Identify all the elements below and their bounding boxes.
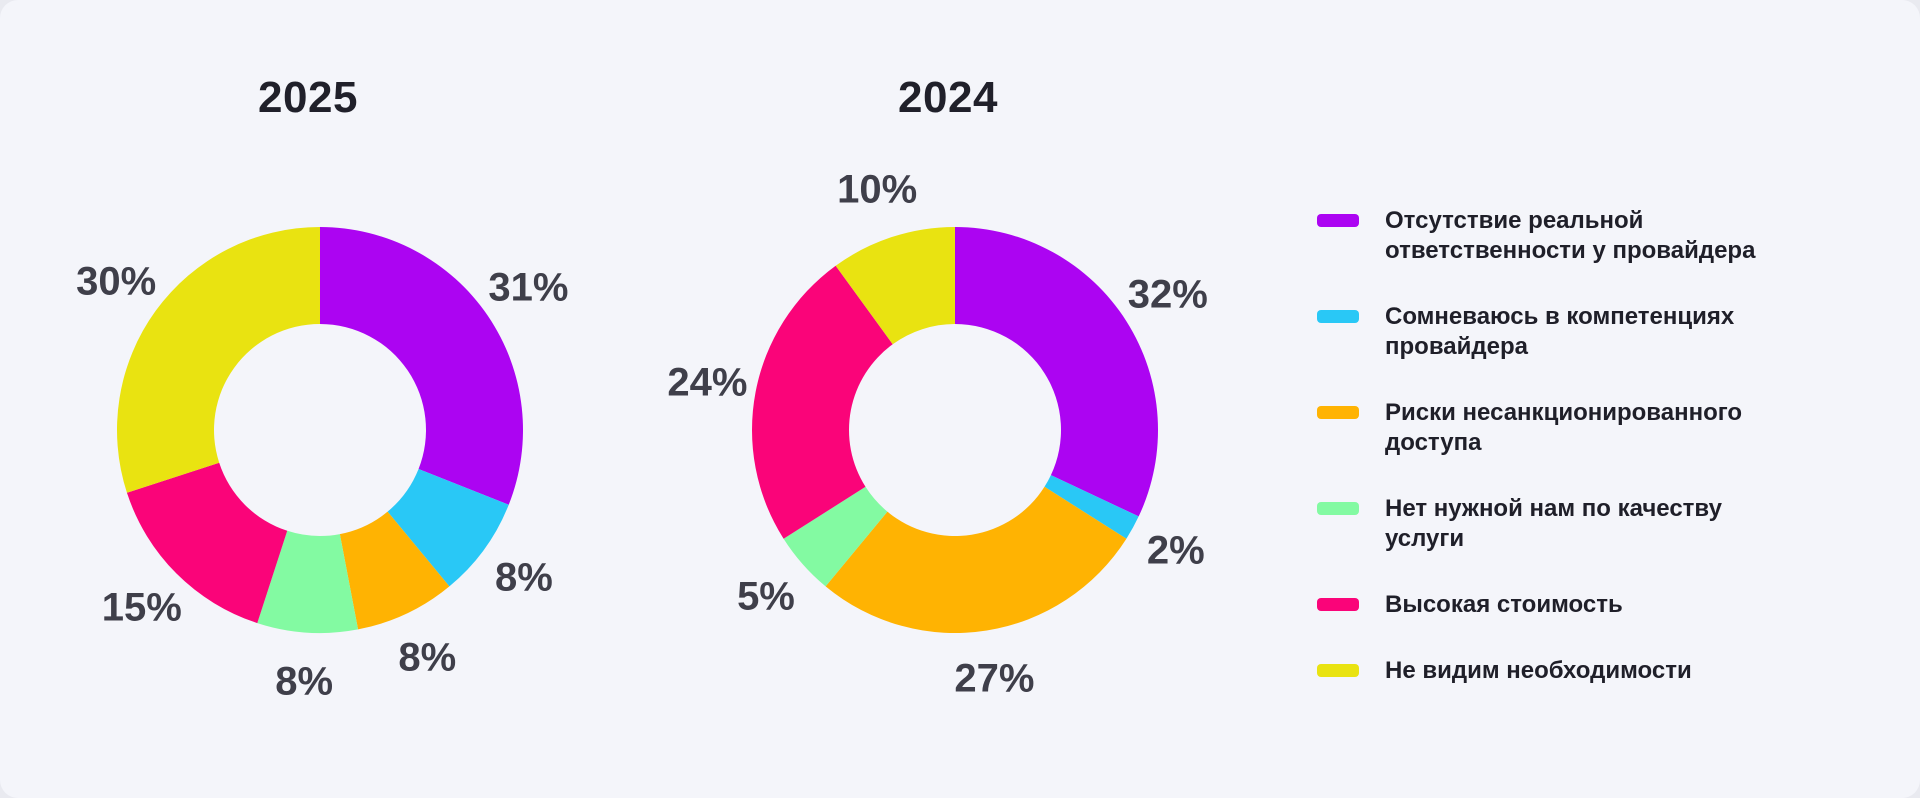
donut-slice-2025-2	[387, 469, 509, 587]
legend-label: Отсутствие реальной ответственности у пр…	[1385, 207, 1756, 264]
legend-swatch-cyan	[1317, 310, 1359, 323]
slice-value-label-2024-6: 10%	[837, 167, 918, 212]
slice-value-label-2025-6: 30%	[76, 259, 157, 304]
legend-item-doubt-competence: Сомневаюсь в компетенциях провайдера	[1317, 302, 1877, 362]
donut-slice-2024-6	[835, 227, 955, 345]
legend-label: Не видим необходимости	[1385, 657, 1692, 684]
slice-value-label-2025-2: 8%	[494, 555, 553, 600]
slice-value-label-2024-1: 32%	[1127, 272, 1208, 317]
legend-item-unauthorized-access-risks: Риски несанкционированного доступа	[1317, 398, 1877, 458]
donut-slice-2025-1	[320, 227, 523, 505]
donut-slice-2025-5	[126, 462, 288, 624]
chart-title-2024: 2024	[898, 73, 998, 122]
donut-slice-2024-1	[955, 227, 1158, 517]
donut-chart-2025: 31% 8% 8% 8% 15% 30%	[40, 150, 600, 710]
legend-label: Сомневаюсь в компетенциях провайдера	[1385, 303, 1735, 360]
donut-svg-2024	[752, 227, 1158, 633]
donut-slice-2024-3	[825, 486, 1127, 633]
legend-item-no-necessity: Не видим необходимости	[1317, 656, 1877, 686]
legend-swatch-yellow	[1317, 664, 1359, 677]
donut-slice-2025-3	[339, 511, 450, 630]
donut-slice-2024-4	[783, 486, 888, 587]
legend-item-no-quality-service: Нет нужной нам по качеству услуги	[1317, 494, 1877, 554]
legend-item-no-responsibility: Отсутствие реальной ответственности у пр…	[1317, 206, 1877, 266]
legend-label: Высокая стоимость	[1385, 591, 1623, 618]
slice-value-label-2025-1: 31%	[488, 265, 569, 310]
slice-value-label-2024-4: 5%	[737, 574, 795, 619]
legend-swatch-pink	[1317, 598, 1359, 611]
slice-value-label-2024-5: 24%	[667, 360, 748, 405]
slice-value-label-2024-2: 2%	[1146, 528, 1205, 573]
slice-value-label-2025-4: 8%	[275, 659, 334, 703]
donut-slice-2025-4	[257, 530, 359, 633]
donut-chart-2024: 32% 2% 27% 5% 24% 10%	[667, 150, 1235, 710]
donut-slice-2025-6	[117, 227, 321, 493]
legend-label: Риски несанкционированного доступа	[1385, 399, 1743, 456]
donut-slice-2024-5	[752, 265, 893, 539]
legend-item-high-cost: Высокая стоимость	[1317, 590, 1877, 620]
donut-slice-2024-2	[1044, 475, 1139, 539]
legend-swatch-orange	[1317, 406, 1359, 419]
chart-title-2025: 2025	[258, 73, 358, 122]
legend-swatch-purple	[1317, 214, 1359, 227]
legend-swatch-green	[1317, 502, 1359, 515]
legend-label: Нет нужной нам по качеству услуги	[1385, 495, 1722, 552]
slice-value-label-2025-3: 8%	[398, 635, 457, 680]
slice-value-label-2024-3: 27%	[954, 656, 1035, 701]
chart-legend: Отсутствие реальной ответственности у пр…	[1317, 206, 1877, 686]
donut-svg-2025	[117, 227, 523, 633]
slice-value-label-2025-5: 15%	[101, 585, 182, 630]
